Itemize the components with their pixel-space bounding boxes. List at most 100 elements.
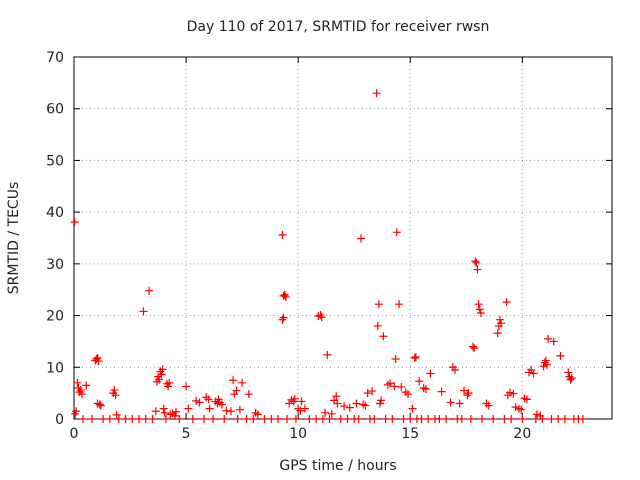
data-point <box>411 352 420 361</box>
data-point <box>235 405 244 414</box>
data-point <box>437 387 446 396</box>
data-point <box>78 415 87 423</box>
axis-ticks: 0 5 10 15 20 0 10 20 30 40 50 60 70 <box>46 50 612 442</box>
y-tick-label: 50 <box>46 153 64 169</box>
y-tick-label: 0 <box>55 412 64 428</box>
y-tick-label: 20 <box>46 309 64 325</box>
data-point <box>356 234 365 243</box>
data-point <box>317 313 326 322</box>
data-point <box>323 350 332 359</box>
data-point <box>110 386 119 395</box>
y-tick-label: 30 <box>46 257 64 273</box>
data-point <box>345 403 354 412</box>
data-point <box>377 396 386 405</box>
data-point <box>381 415 390 423</box>
data-point <box>260 415 269 423</box>
data-point <box>192 396 201 405</box>
data-point <box>391 355 400 364</box>
data-point <box>321 408 330 417</box>
data-point <box>343 415 352 423</box>
data-point <box>139 307 148 316</box>
data-point <box>442 415 451 423</box>
data-point <box>390 382 399 391</box>
data-point <box>184 404 193 413</box>
data-point <box>373 321 382 330</box>
data-point <box>135 415 144 423</box>
data-point <box>435 415 444 423</box>
data-point <box>470 344 479 353</box>
data-point <box>220 415 229 423</box>
data-point <box>446 398 455 407</box>
data-point <box>141 415 150 423</box>
data-point <box>325 415 334 423</box>
data-point <box>410 353 419 362</box>
data-point <box>395 300 404 309</box>
data-point <box>244 390 253 399</box>
data-point <box>165 378 174 387</box>
data-point <box>404 390 413 399</box>
data-point <box>278 315 287 324</box>
x-axis-label: GPS time / hours <box>279 458 396 474</box>
data-point <box>278 230 287 239</box>
data-point <box>532 410 541 419</box>
data-point <box>451 365 460 374</box>
data-point <box>333 399 342 408</box>
data-point <box>522 395 531 404</box>
data-point <box>95 400 104 409</box>
data-point <box>578 415 587 423</box>
data-point <box>161 415 170 423</box>
data-point <box>529 369 538 378</box>
data-point <box>96 401 105 410</box>
x-tick-label: 5 <box>182 426 191 442</box>
data-point <box>312 415 321 423</box>
data-point <box>567 374 576 383</box>
data-point <box>72 407 81 416</box>
data-point <box>233 415 242 423</box>
data-point <box>518 415 527 423</box>
data-point <box>363 389 372 398</box>
grid-lines <box>74 57 612 419</box>
data-point <box>566 375 575 384</box>
data-point <box>472 258 481 267</box>
plot-area-frame <box>73 56 613 420</box>
data-point <box>502 298 511 307</box>
y-axis-label: SRMTID / TECUs <box>6 182 22 295</box>
data-point <box>477 415 486 423</box>
data-point <box>457 415 466 423</box>
x-tick-label: 0 <box>70 426 79 442</box>
data-point <box>208 415 217 423</box>
data-point <box>554 415 563 423</box>
chart-title: Day 110 of 2017, SRMTID for receiver rws… <box>187 19 490 35</box>
x-tick-label: 15 <box>401 426 419 442</box>
data-point <box>406 415 415 423</box>
data-point <box>77 390 86 399</box>
data-point <box>547 415 556 423</box>
x-tick-label: 20 <box>513 426 531 442</box>
y-tick-label: 10 <box>46 360 64 376</box>
data-point <box>151 407 160 416</box>
data-point <box>282 415 291 423</box>
data-point <box>469 342 478 351</box>
data-point <box>500 415 509 423</box>
data-point <box>392 228 401 237</box>
data-point <box>474 300 483 309</box>
data-point <box>305 415 314 423</box>
data-point <box>111 391 120 400</box>
data-point <box>155 375 164 384</box>
data-point <box>507 415 516 423</box>
data-point <box>170 411 179 420</box>
data-point <box>114 415 123 423</box>
data-point <box>128 415 137 423</box>
data-point <box>159 404 168 413</box>
data-point <box>368 387 377 396</box>
data-point <box>70 217 79 226</box>
data-point <box>549 337 558 346</box>
data-point <box>531 415 540 423</box>
data-point <box>164 382 173 391</box>
data-point <box>542 360 551 369</box>
data-point <box>399 415 408 423</box>
data-point <box>397 382 406 391</box>
data-point <box>471 257 480 266</box>
data-point <box>171 407 180 416</box>
data-point <box>105 415 114 423</box>
